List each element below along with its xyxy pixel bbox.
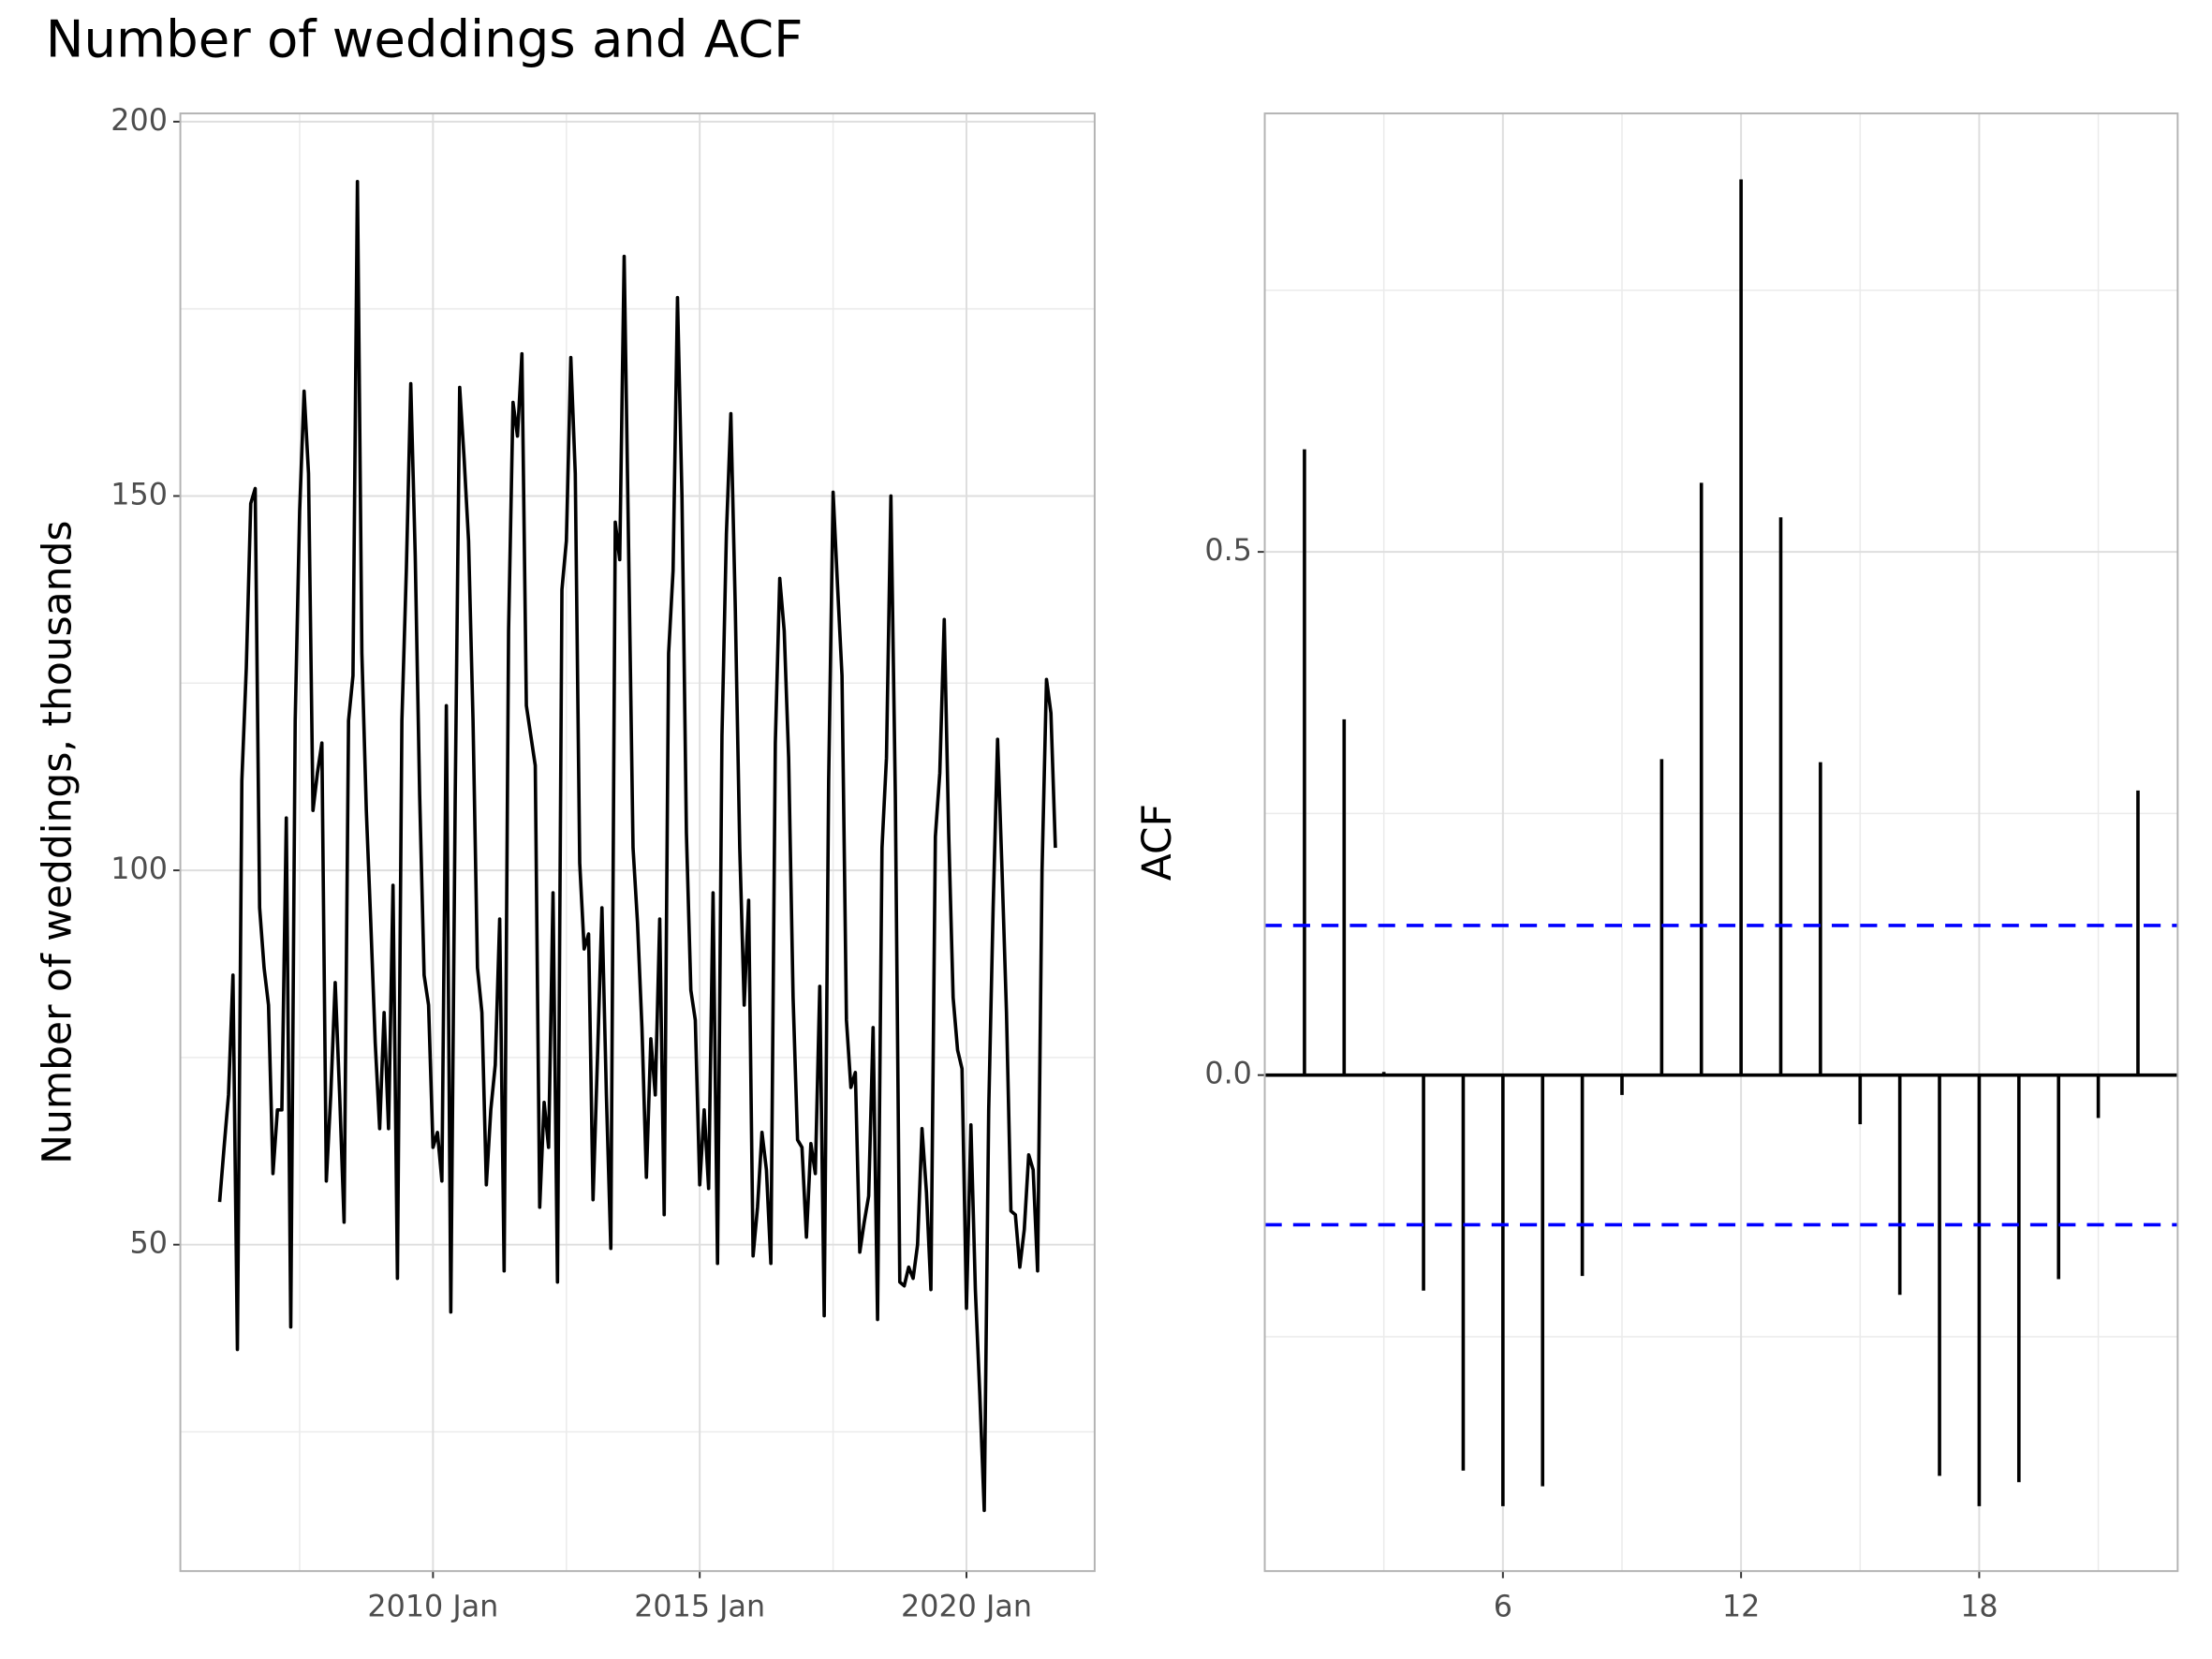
figure-title: Number of weddings and ACF (46, 9, 804, 69)
panel-border (179, 112, 1096, 1573)
y-tick-label: 0.0 (1204, 1058, 1252, 1091)
y-tick-label: 0.5 (1204, 534, 1252, 568)
x-tick-label: 2020 Jan (901, 1591, 1032, 1624)
y-tick-label: 200 (111, 104, 168, 138)
panel-border (1263, 112, 2179, 1573)
x-tick-label: 18 (1960, 1591, 1998, 1624)
y-tick-label: 100 (111, 852, 168, 886)
x-tick-label: 2015 Jan (634, 1591, 765, 1624)
x-tick-label: 6 (1494, 1591, 1512, 1624)
x-tick-label: 2010 Jan (367, 1591, 498, 1624)
y-axis-title: ACF (1134, 804, 1180, 881)
x-tick-label: 12 (1722, 1591, 1760, 1624)
series-line (217, 180, 1057, 1513)
y-tick-label: 50 (130, 1227, 168, 1261)
y-tick-label: 150 (111, 478, 168, 511)
y-axis-title: Number of weddings, thousands (34, 521, 80, 1164)
